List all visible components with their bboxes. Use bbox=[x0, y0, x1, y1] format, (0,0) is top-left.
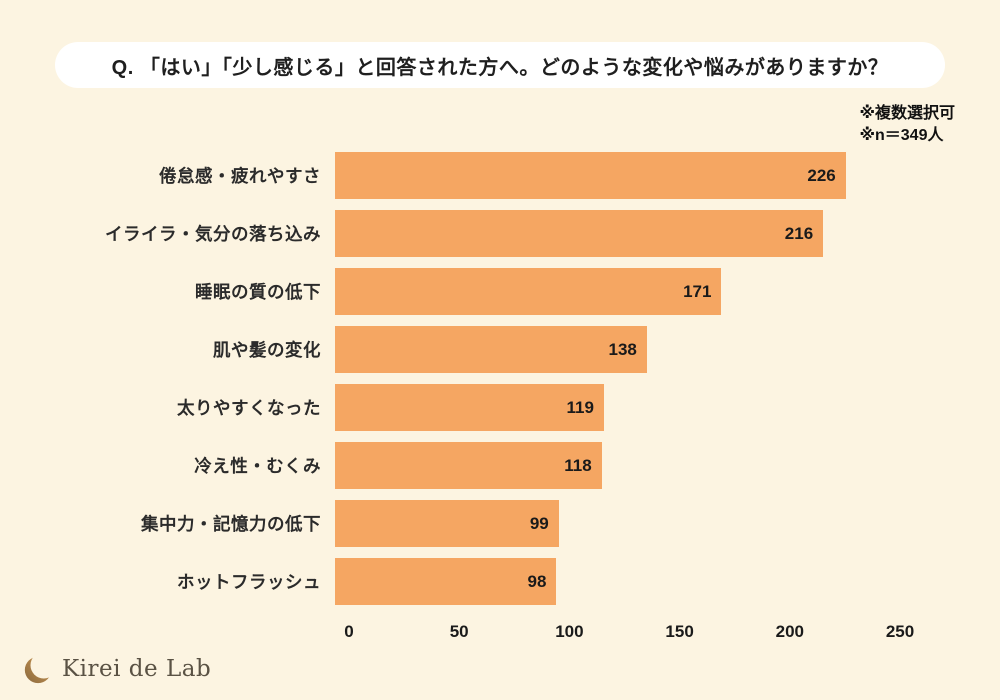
note-multiselect: ※複数選択可 bbox=[859, 105, 955, 122]
bar-row: 睡眠の質の低下 171 bbox=[20, 268, 900, 315]
x-tick-label: 200 bbox=[775, 622, 804, 641]
bar-track: 226 bbox=[335, 152, 900, 199]
brand-logo: Kirei de Lab bbox=[22, 652, 211, 686]
bar-track: 138 bbox=[335, 326, 900, 373]
bar: 118 bbox=[335, 442, 602, 489]
bar-row: 冷え性・むくみ 118 bbox=[20, 442, 900, 489]
bar: 216 bbox=[335, 210, 824, 257]
value-label: 98 bbox=[527, 571, 547, 591]
x-tick-label: 250 bbox=[885, 622, 915, 641]
bar-track: 171 bbox=[335, 268, 900, 315]
bar-row: ホットフラッシュ 98 bbox=[20, 558, 900, 605]
category-label: 肌や髪の変化 bbox=[213, 340, 321, 360]
category-label: 倦怠感・疲れやすさ bbox=[159, 166, 321, 186]
bar: 98 bbox=[335, 558, 557, 605]
x-tick-label: 100 bbox=[555, 622, 584, 641]
bar: 226 bbox=[335, 152, 846, 199]
bar-track: 216 bbox=[335, 210, 900, 257]
x-axis: 0 50 100 150 200 250 bbox=[344, 618, 914, 644]
bar-row: 肌や髪の変化 138 bbox=[20, 326, 900, 373]
x-tick-label: 150 bbox=[665, 622, 694, 641]
bar-row: イライラ・気分の落ち込み 216 bbox=[20, 210, 900, 257]
brand-name: Kirei de Lab bbox=[62, 656, 212, 682]
value-label: 119 bbox=[566, 397, 594, 417]
category-label: 集中力・記憶力の低下 bbox=[141, 514, 321, 534]
value-label: 171 bbox=[683, 281, 712, 301]
bar-row: 太りやすくなった 119 bbox=[20, 384, 900, 431]
value-label: 99 bbox=[529, 513, 549, 533]
category-label: 太りやすくなった bbox=[177, 398, 321, 418]
value-label: 226 bbox=[807, 165, 836, 185]
category-label: ホットフラッシュ bbox=[177, 572, 321, 592]
bar-track: 118 bbox=[335, 442, 900, 489]
bar: 99 bbox=[335, 500, 559, 547]
crescent-icon bbox=[24, 652, 56, 684]
x-tick-label: 50 bbox=[449, 622, 469, 641]
category-label: イライラ・気分の落ち込み bbox=[105, 224, 321, 244]
category-label: 睡眠の質の低下 bbox=[195, 282, 321, 302]
value-label: 138 bbox=[608, 339, 637, 359]
category-label: 冷え性・むくみ bbox=[194, 456, 321, 476]
question-title: Q. 「はい」「少し感じる」と回答された方へ。どのような変化や悩みがありますか？ bbox=[55, 42, 945, 88]
bar: 138 bbox=[335, 326, 647, 373]
bar-chart: 倦怠感・疲れやすさ 226 イライラ・気分の落ち込み 216 睡眠の質の低下 171 肌や髪… bbox=[20, 152, 900, 616]
note-sample-size: ※n＝349人 bbox=[859, 126, 944, 144]
value-label: 216 bbox=[784, 223, 814, 243]
value-label: 118 bbox=[564, 455, 592, 475]
bar-track: 119 bbox=[335, 384, 900, 431]
bar-row: 集中力・記憶力の低下 99 bbox=[20, 500, 900, 547]
bar-row: 倦怠感・疲れやすさ 226 bbox=[20, 152, 900, 199]
bar-track: 99 bbox=[335, 500, 900, 547]
bar-track: 98 bbox=[335, 558, 900, 605]
survey-notes: ※複数選択可 ※n＝349人 bbox=[859, 103, 955, 146]
bar: 119 bbox=[335, 384, 604, 431]
x-tick-label: 0 bbox=[344, 622, 354, 641]
bar: 171 bbox=[335, 268, 722, 315]
